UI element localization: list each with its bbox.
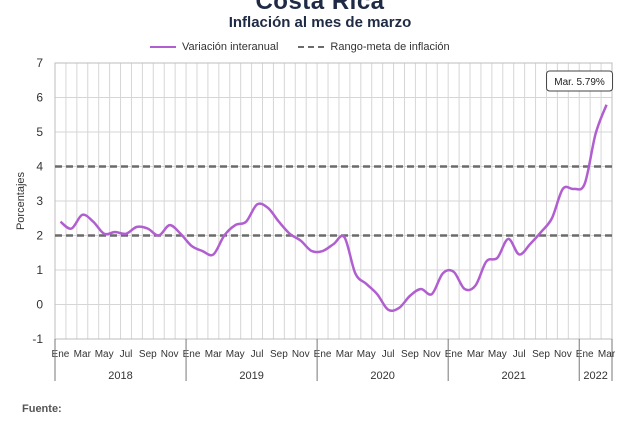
x-tick-label: Jul [382,349,395,360]
x-tick-label: Jul [513,349,526,360]
x-tick-label: Ene [445,349,463,360]
chart-title: Costa Rica [255,0,385,15]
y-tick-label: 5 [36,125,43,139]
legend-item-target-range: Rango-meta de inflación [298,41,450,53]
chart-subtitle: Inflación al mes de marzo [228,14,412,31]
x-tick-label: Ene [52,349,70,360]
annotation-label: Mar. 5.79% [554,77,605,88]
y-tick-label: 4 [36,160,43,174]
x-tick-label: Nov [292,349,310,360]
y-tick-label: 0 [36,298,43,312]
x-year-label: 2018 [108,370,132,382]
y-tick-label: 2 [36,229,43,243]
legend-label-target-range: Rango-meta de inflación [330,41,450,53]
x-tick-label: Nov [423,349,441,360]
chart-legend: Variación interanual Rango-meta de infla… [150,41,450,53]
source-label: Fuente: [22,403,62,415]
y-tick-label: -1 [32,332,43,346]
y-tick-label: 7 [36,56,43,70]
plot-area [54,62,613,340]
y-axis-label: Porcentajes [15,171,27,230]
x-tick-label: May [488,349,507,360]
x-tick-label: Mar [74,349,92,360]
x-tick-label: Sep [401,349,419,360]
x-tick-label: May [357,349,376,360]
x-year-label: 2021 [501,370,525,382]
x-tick-label: Jul [251,349,264,360]
x-tick-label: May [95,349,114,360]
legend-label-interannual: Variación interanual [182,41,279,53]
x-tick-label: Mar [336,349,354,360]
x-tick-label: Mar [467,349,485,360]
x-year-label: 2022 [583,370,607,382]
x-tick-label: Nov [161,349,179,360]
y-tick-label: 1 [36,263,43,277]
x-tick-label: Sep [270,349,288,360]
x-tick-label: Nov [554,349,572,360]
legend-item-interannual: Variación interanual [150,41,278,53]
x-year-label: 2019 [239,370,263,382]
y-tick-label: 6 [36,91,43,105]
series-line-interannual [59,104,608,312]
x-tick-label: Ene [183,349,201,360]
x-tick-label: May [226,349,245,360]
x-tick-label: Mar [205,349,223,360]
x-tick-label: Mar [598,349,616,360]
x-tick-label: Sep [532,349,550,360]
x-tick-label: Ene [576,349,594,360]
legend-swatch-solid [150,46,176,48]
annotation-box [546,70,614,92]
x-year-label: 2020 [370,370,394,382]
x-tick-label: Ene [314,349,332,360]
y-tick-label: 3 [36,194,43,208]
legend-swatch-dashed [298,46,325,48]
x-tick-label: Jul [120,349,133,360]
x-tick-label: Sep [139,349,157,360]
